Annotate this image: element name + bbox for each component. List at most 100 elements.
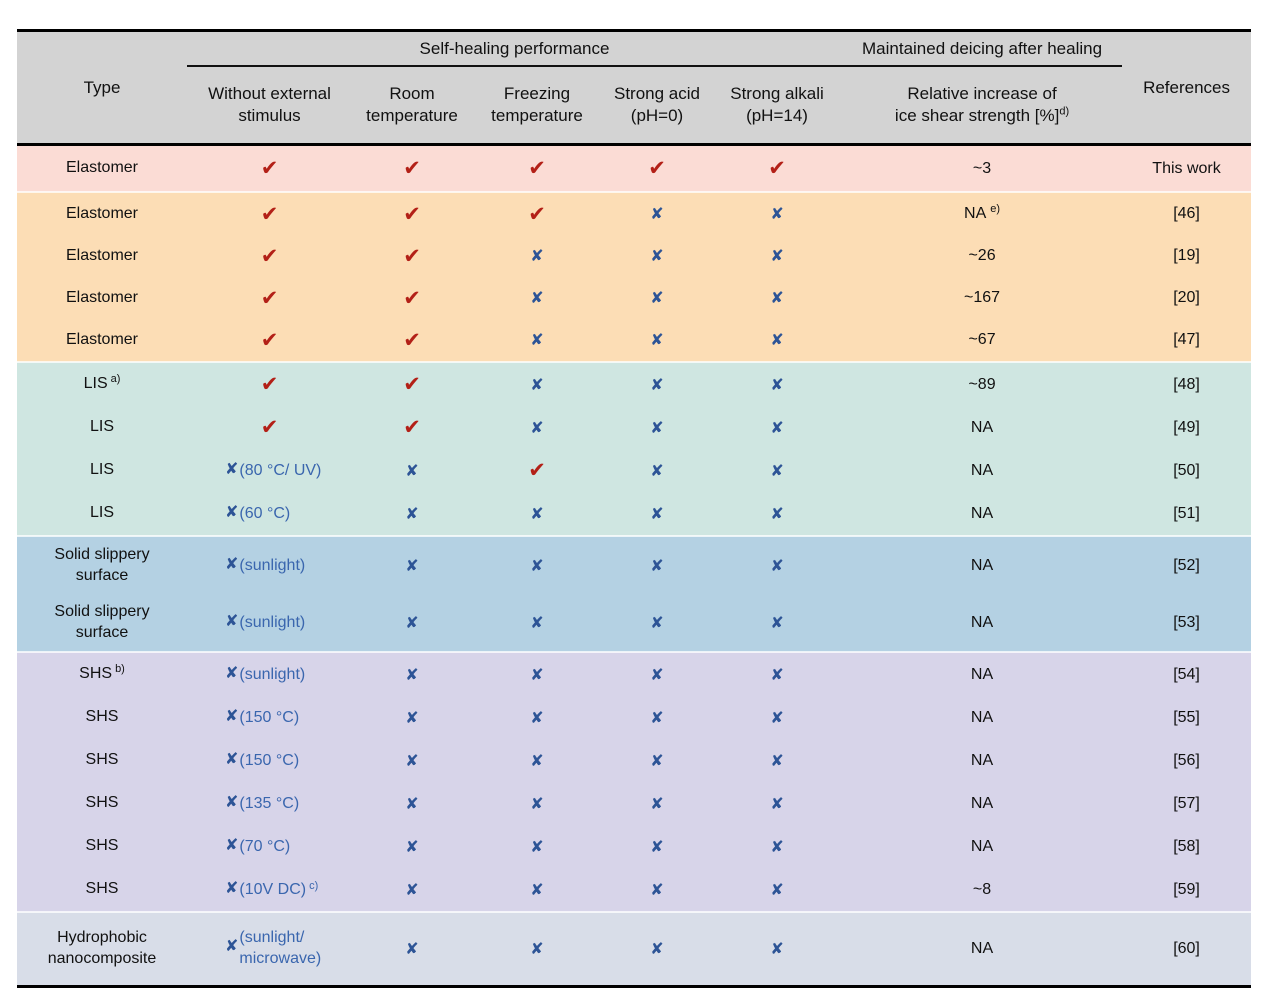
reference-label: [52] [1173, 556, 1200, 574]
cross-icon: ✘ [770, 462, 784, 480]
header-line: Freezing [503, 83, 571, 103]
mark-cell: ✘ [352, 594, 472, 652]
cross-icon: ✘ [650, 557, 664, 575]
mark-cell: ✘ [472, 782, 602, 825]
check-icon: ✔ [768, 157, 786, 180]
increase-cell: ~8 [842, 868, 1122, 912]
increase-value: NA [964, 205, 987, 222]
type-footnote-marker: b) [115, 662, 125, 675]
cross-icon: ✘ [530, 752, 544, 770]
check-icon: ✔ [260, 244, 279, 268]
table-header: Type Self-healing performance Maintained… [17, 30, 1252, 146]
mark-cell: ✘ [472, 361, 602, 406]
type-cell: LIS [17, 449, 187, 492]
mark-cell: ✔ [187, 406, 352, 449]
reference-label: [50] [1173, 461, 1200, 479]
header-line: temperature [366, 106, 458, 125]
reference-cell: [19] [1122, 235, 1251, 277]
increase-value: NA [970, 504, 994, 522]
mark-cell: ✘ [472, 825, 602, 868]
table-body: Elastomer ✔ ✔ ✔ ✔ ✔ ~3 This work Elastomer ✔ ✔ ✔ ✘ ✘ N… [17, 144, 1252, 987]
column-header-room-temperature: Room temperature [352, 66, 472, 146]
table-row: Elastomer ✔ ✔ ✔ ✘ ✘ NA e) [46] [17, 191, 1252, 235]
reference-label: [19] [1173, 247, 1200, 264]
mark-cell: ✘ [602, 696, 712, 739]
mark-cell: ✘ [712, 492, 842, 536]
mark-cell: ✘ [712, 594, 842, 652]
cross-icon: ✘ [650, 881, 664, 899]
increase-value: NA [970, 794, 994, 812]
cross-icon: ✘ [225, 612, 239, 630]
mark-cell: ✔ [352, 361, 472, 406]
mark-cell: ✘ [352, 696, 472, 739]
mark-cell: ✘(150 °C) [187, 739, 352, 782]
table-row: SHS ✘(70 °C) ✘ ✘ ✘ ✘ NA [58] [17, 825, 1252, 868]
increase-cell: ~167 [842, 277, 1122, 319]
header-line: Strong acid [614, 83, 700, 103]
stimulus-note: (sunlight) [239, 557, 306, 575]
mark-cell: ✘ [712, 825, 842, 868]
increase-value: ~26 [968, 247, 996, 264]
mark-cell: ✘ [602, 535, 712, 594]
type-label: Solid slippery surface [54, 545, 150, 584]
mark-cell: ✘(10V DC) c) [187, 868, 352, 912]
reference-label: [55] [1173, 708, 1200, 726]
increase-cell: NA [842, 782, 1122, 825]
table-row: Elastomer ✔ ✔ ✘ ✘ ✘ ~67 [47] [17, 319, 1252, 362]
cross-icon: ✘ [405, 462, 419, 480]
mark-cell: ✘(sunlight) [187, 535, 352, 594]
reference-cell: [59] [1122, 868, 1251, 912]
reference-cell: [54] [1122, 651, 1252, 696]
table-row: SHS b) ✘(sunlight) ✘ ✘ ✘ ✘ NA [54] [17, 651, 1252, 696]
mark-cell: ✘(60 °C) [187, 492, 352, 536]
cross-icon: ✘ [650, 666, 664, 684]
reference-cell: [51] [1122, 492, 1251, 536]
check-icon: ✔ [260, 286, 279, 310]
mark-cell: ✘ [712, 739, 842, 782]
cross-icon: ✘ [770, 838, 784, 856]
mark-cell: ✔ [187, 235, 352, 277]
mark-cell: ✘ [472, 535, 602, 594]
mark-cell: ✘ [712, 449, 842, 492]
check-icon: ✔ [528, 459, 546, 482]
reference-label: This work [1152, 159, 1221, 177]
stimulus-note: (80 °C/ UV) [239, 462, 322, 480]
table-row: Solid slippery surface ✘(sunlight) ✘ ✘ ✘ ✘ NA[… [17, 594, 1252, 652]
stimulus-note: (135 °C) [239, 795, 300, 813]
type-label: Elastomer [65, 204, 139, 222]
type-label: LIS [89, 504, 114, 522]
increase-value: NA [970, 940, 994, 957]
cross-icon: ✘ [650, 248, 664, 265]
cross-icon: ✘ [225, 555, 239, 573]
increase-value: ~8 [972, 880, 992, 898]
mark-cell: ✘ [352, 651, 472, 696]
mark-cell: ✘ [472, 739, 602, 782]
increase-cell: NA [842, 911, 1123, 987]
mark-cell: ✘ [472, 696, 602, 739]
type-cell: Solid slippery surface [17, 535, 187, 594]
mark-cell: ✘ [352, 782, 472, 825]
mark-cell: ✘ [602, 651, 712, 696]
increase-value: NA [970, 751, 994, 769]
check-icon: ✔ [403, 157, 421, 180]
mark-cell: ✘ [602, 235, 712, 277]
reference-cell: [20] [1122, 277, 1251, 319]
mark-cell: ✔ [352, 191, 472, 235]
type-cell: SHS [17, 868, 187, 912]
column-header-without-stimulus: Without external stimulus [187, 66, 352, 146]
cross-icon: ✘ [530, 881, 544, 899]
type-label: SHS [85, 794, 119, 812]
column-header-type: Type [17, 30, 187, 146]
mark-cell: ✘ [602, 319, 712, 362]
type-cell: Elastomer [17, 277, 187, 319]
increase-cell: ~3 [842, 145, 1122, 193]
cross-icon: ✘ [770, 206, 784, 223]
type-cell: Elastomer [17, 145, 187, 193]
cross-icon: ✘ [405, 752, 419, 770]
increase-value: NA [970, 613, 994, 631]
type-cell: SHS b) [17, 651, 187, 696]
header-line: ice shear strength [%] [894, 106, 1060, 125]
increase-cell: NA [842, 651, 1123, 696]
mark-cell: ✔ [472, 191, 602, 235]
increase-value: NA [970, 556, 994, 574]
